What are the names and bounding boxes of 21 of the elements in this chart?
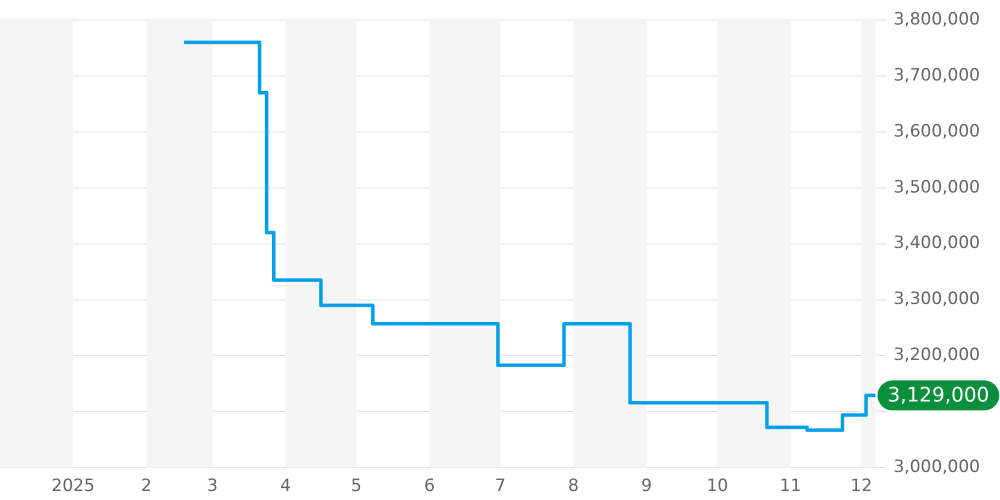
x-tick-label: 12 (850, 476, 872, 496)
x-tick-label: 5 (350, 476, 362, 496)
x-tick-label: 7 (494, 476, 506, 496)
x-tick-label: 2 (140, 476, 152, 496)
annotation: 3,129,000 (887, 382, 990, 407)
x-tick-label: 4 (280, 476, 291, 496)
x-tick-label: 3 (206, 476, 218, 496)
x-tick-label: 9 (641, 476, 652, 496)
x-tick-label: 11 (780, 476, 802, 496)
y-tick-label: 3,200,000 (893, 345, 980, 366)
y-tick-label: 3,500,000 (893, 177, 980, 198)
x-tick-label: 6 (424, 476, 435, 496)
y-tick-label: 3,800,000 (893, 9, 980, 30)
y-tick-label: 3,400,000 (893, 233, 980, 254)
y-tick-label: 3,300,000 (893, 289, 980, 310)
x-tick-label: 2025 (52, 476, 95, 496)
y-tick-label: 3,700,000 (893, 65, 980, 86)
x-tick-label: 10 (706, 476, 728, 496)
y-tick-label: 3,600,000 (893, 121, 980, 142)
y-tick-label: 3,000,000 (893, 457, 980, 478)
x-tick-label: 8 (568, 476, 579, 496)
